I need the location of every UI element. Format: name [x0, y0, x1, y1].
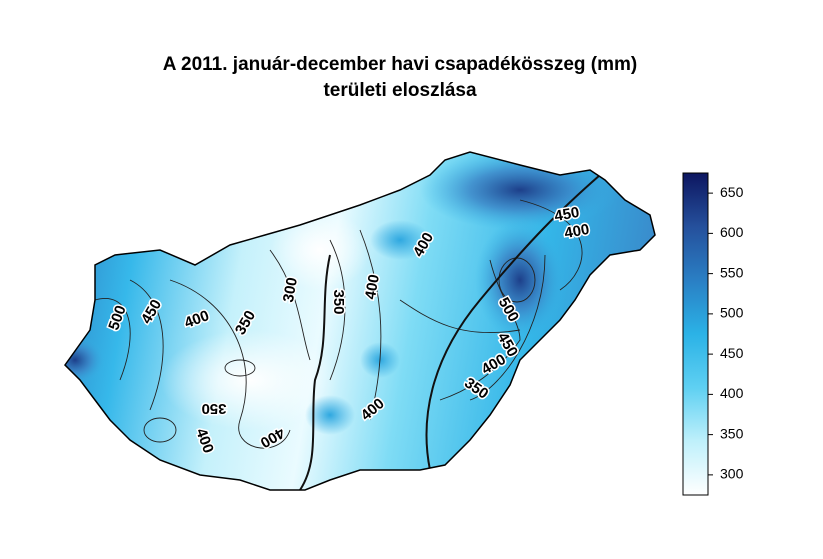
- colorbar-tick-label: 550: [720, 264, 744, 280]
- colorbar-tick-label: 500: [720, 305, 744, 321]
- colorbar-tick-label: 350: [720, 425, 744, 441]
- colorbar-tick-label: 600: [720, 224, 744, 240]
- colorbar-tick-label: 300: [720, 466, 744, 482]
- precipitation-map: [65, 152, 655, 490]
- contour-label: 350: [201, 400, 226, 417]
- title-line-1: A 2011. január-december havi csapadéköss…: [163, 54, 638, 75]
- contour-label: 350: [330, 289, 347, 314]
- colorbar: [682, 172, 709, 496]
- colorbar-tick-label: 650: [720, 184, 744, 200]
- title-line-2: területi eloszlása: [323, 80, 477, 101]
- colorbar-tick-label: 450: [720, 345, 744, 361]
- colorbar-tick-label: 400: [720, 385, 744, 401]
